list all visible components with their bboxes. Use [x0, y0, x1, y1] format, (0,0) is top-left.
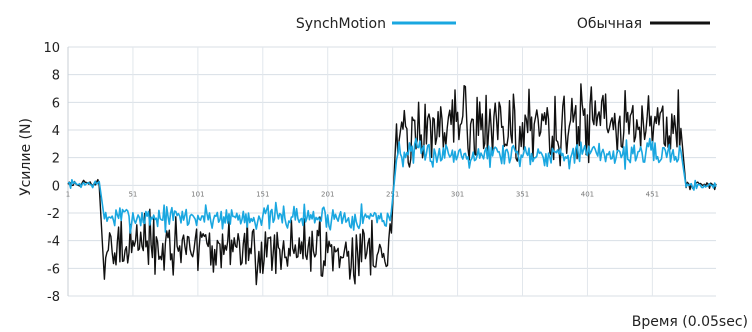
y-tick-label: 8: [52, 69, 60, 84]
y-tick-label: 4: [52, 124, 60, 139]
y-tick-label: 0: [52, 179, 60, 194]
y-axis-ticks: 10 8 6 4 2 0 -2 -4 -6 -8: [43, 41, 60, 305]
x-tick-label: 101: [191, 190, 204, 198]
y-tick-label: 6: [52, 96, 60, 111]
x-tick-label: 451: [646, 190, 659, 198]
x-axis-label: Время (0.05sec): [632, 314, 748, 330]
legend-label-obychnaya: Обычная: [577, 16, 642, 32]
y-axis-label: Усилие (N): [18, 118, 34, 196]
y-tick-label: -8: [47, 290, 60, 305]
y-tick-label: -2: [47, 207, 60, 222]
series-line-synchmotion: [67, 137, 717, 234]
series-line-obychnaya: [67, 83, 717, 286]
x-tick-label: 351: [516, 190, 529, 198]
x-tick-label: 51: [128, 190, 137, 198]
y-tick-label: 10: [43, 41, 60, 56]
y-tick-label: -6: [47, 262, 60, 277]
legend-label-synchmotion: SynchMotion: [296, 16, 386, 32]
x-tick-label: 301: [451, 190, 464, 198]
x-tick-label: 201: [321, 190, 334, 198]
x-tick-label: 1: [66, 190, 70, 198]
legend: SynchMotion Обычная: [296, 16, 710, 32]
y-tick-label: 2: [52, 152, 60, 167]
x-tick-label: 401: [581, 190, 594, 198]
series-lines: [67, 83, 717, 286]
x-tick-label: 151: [256, 190, 269, 198]
grid: [67, 46, 716, 297]
y-tick-label: -4: [47, 235, 60, 250]
x-axis-ticks: 1 51 101 151 201 251 301 351 401 451: [66, 190, 659, 198]
